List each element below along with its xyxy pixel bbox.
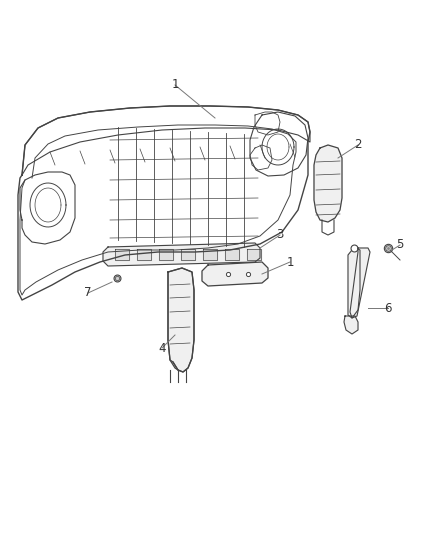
Polygon shape (168, 268, 194, 372)
Polygon shape (255, 112, 280, 135)
Text: 4: 4 (158, 342, 166, 354)
Polygon shape (247, 249, 261, 260)
Polygon shape (181, 249, 195, 260)
Polygon shape (344, 316, 358, 334)
Polygon shape (350, 248, 370, 318)
Polygon shape (103, 243, 260, 266)
Polygon shape (203, 249, 217, 260)
Text: 1: 1 (286, 255, 294, 269)
Polygon shape (18, 106, 310, 300)
Polygon shape (250, 145, 272, 170)
Polygon shape (115, 249, 129, 260)
Text: 7: 7 (84, 287, 92, 300)
Text: 1: 1 (171, 78, 179, 92)
Polygon shape (314, 145, 342, 222)
Text: 6: 6 (384, 302, 392, 314)
Polygon shape (225, 249, 239, 260)
Polygon shape (159, 249, 173, 260)
Polygon shape (20, 172, 75, 244)
Polygon shape (202, 262, 268, 286)
Text: 5: 5 (396, 238, 404, 252)
Text: 3: 3 (276, 229, 284, 241)
Polygon shape (348, 248, 360, 318)
Text: 2: 2 (354, 139, 362, 151)
Polygon shape (250, 112, 308, 176)
Polygon shape (137, 249, 151, 260)
